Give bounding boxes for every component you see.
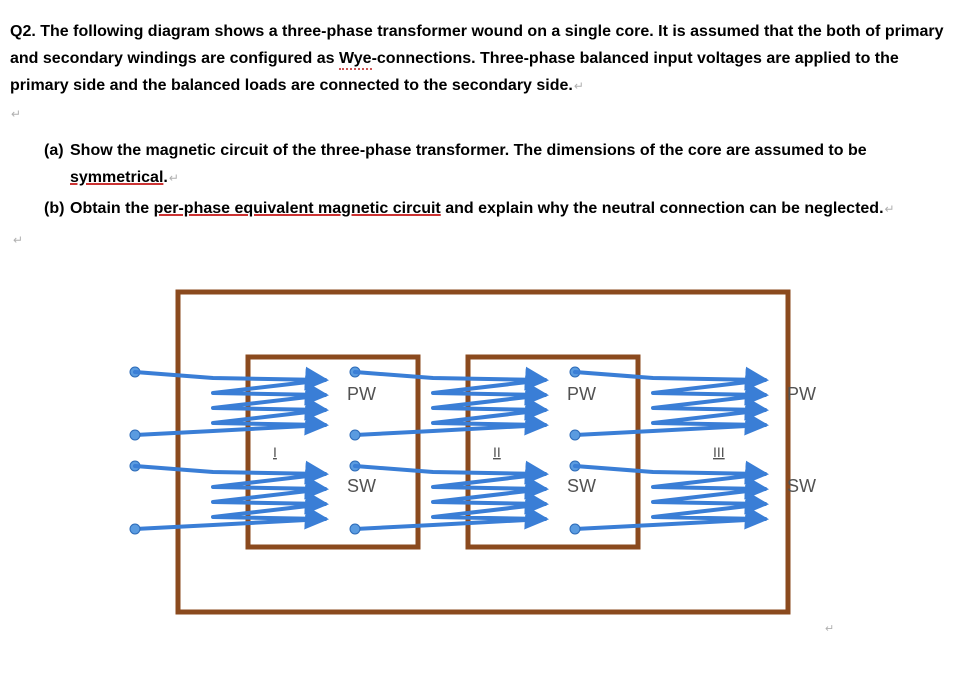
svg-text:I: I [273, 444, 277, 460]
return-mark: ↵ [573, 79, 584, 93]
return-mark: ↵ [12, 233, 23, 247]
item-b-body: Obtain the per-phase equivalent magnetic… [44, 195, 955, 222]
svg-text:PW: PW [567, 384, 596, 404]
return-mark: ↵ [168, 171, 179, 185]
svg-text:SW: SW [787, 476, 816, 496]
b-part-3: and explain why the neutral connection c… [441, 200, 884, 217]
svg-text:II: II [493, 444, 501, 460]
return-mark: ↵ [884, 202, 895, 216]
b-underline: per-phase equivalent magnetic circuit [154, 200, 441, 217]
a-underline: symmetrical [70, 169, 163, 186]
item-a-body: Show the magnetic circuit of the three-p… [44, 137, 955, 191]
svg-text:SW: SW [347, 476, 376, 496]
transformer-diagram: PW SW I PW SW II PW SW III ↵ [123, 272, 843, 642]
item-b: (b) Obtain the per-phase equivalent magn… [44, 195, 955, 222]
item-a: (a) Show the magnetic circuit of the thr… [44, 137, 955, 191]
diagram-container: PW SW I PW SW II PW SW III ↵ [10, 272, 955, 642]
svg-text:III: III [713, 444, 725, 460]
question-prompt: Q2. The following diagram shows a three-… [10, 18, 955, 100]
svg-text:SW: SW [567, 476, 596, 496]
svg-text:↵: ↵ [825, 623, 834, 635]
question-number: Q2. [10, 23, 36, 40]
page-root: Q2. The following diagram shows a three-… [0, 0, 979, 690]
svg-text:PW: PW [787, 384, 816, 404]
item-b-label: (b) [44, 195, 70, 222]
b-part-1: Obtain the [70, 200, 154, 217]
return-mark: ↵ [10, 107, 21, 121]
a-part-1: Show the magnetic circuit of the three-p… [70, 142, 867, 159]
sub-question-list: (a) Show the magnetic circuit of the thr… [10, 137, 955, 223]
prompt-underline-wye: Wye [339, 50, 372, 70]
svg-text:PW: PW [347, 384, 376, 404]
item-a-label: (a) [44, 137, 70, 164]
blank-line: ↵ [10, 100, 955, 127]
blank-line-2: ↵ [10, 226, 955, 253]
